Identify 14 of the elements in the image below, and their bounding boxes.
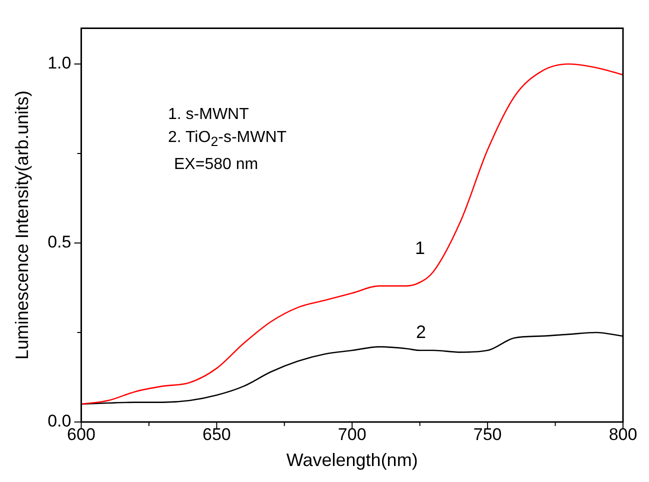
x-tick-label: 750 (473, 424, 502, 444)
annotation: 2 (416, 322, 426, 343)
y-tick-label: 1.0 (48, 54, 72, 73)
x-tick-label: 700 (338, 424, 366, 444)
annotation: 2. TiO$_{2}$-s-MWNT (168, 128, 287, 152)
y-tick-label: 0.5 (48, 232, 72, 252)
annotation: EX=580 nm (173, 155, 260, 176)
x-tick-label: 800 (608, 424, 638, 444)
y-axis-title: Luminescence Intensity(arb.units) (12, 90, 32, 360)
annotation: 1. s-MWNT (168, 105, 250, 125)
x-tick-label: 650 (202, 424, 231, 444)
line-series (81, 63, 623, 405)
x-axis-title: Wavelength(nm) (286, 450, 418, 470)
annotation: 1 (415, 238, 426, 259)
